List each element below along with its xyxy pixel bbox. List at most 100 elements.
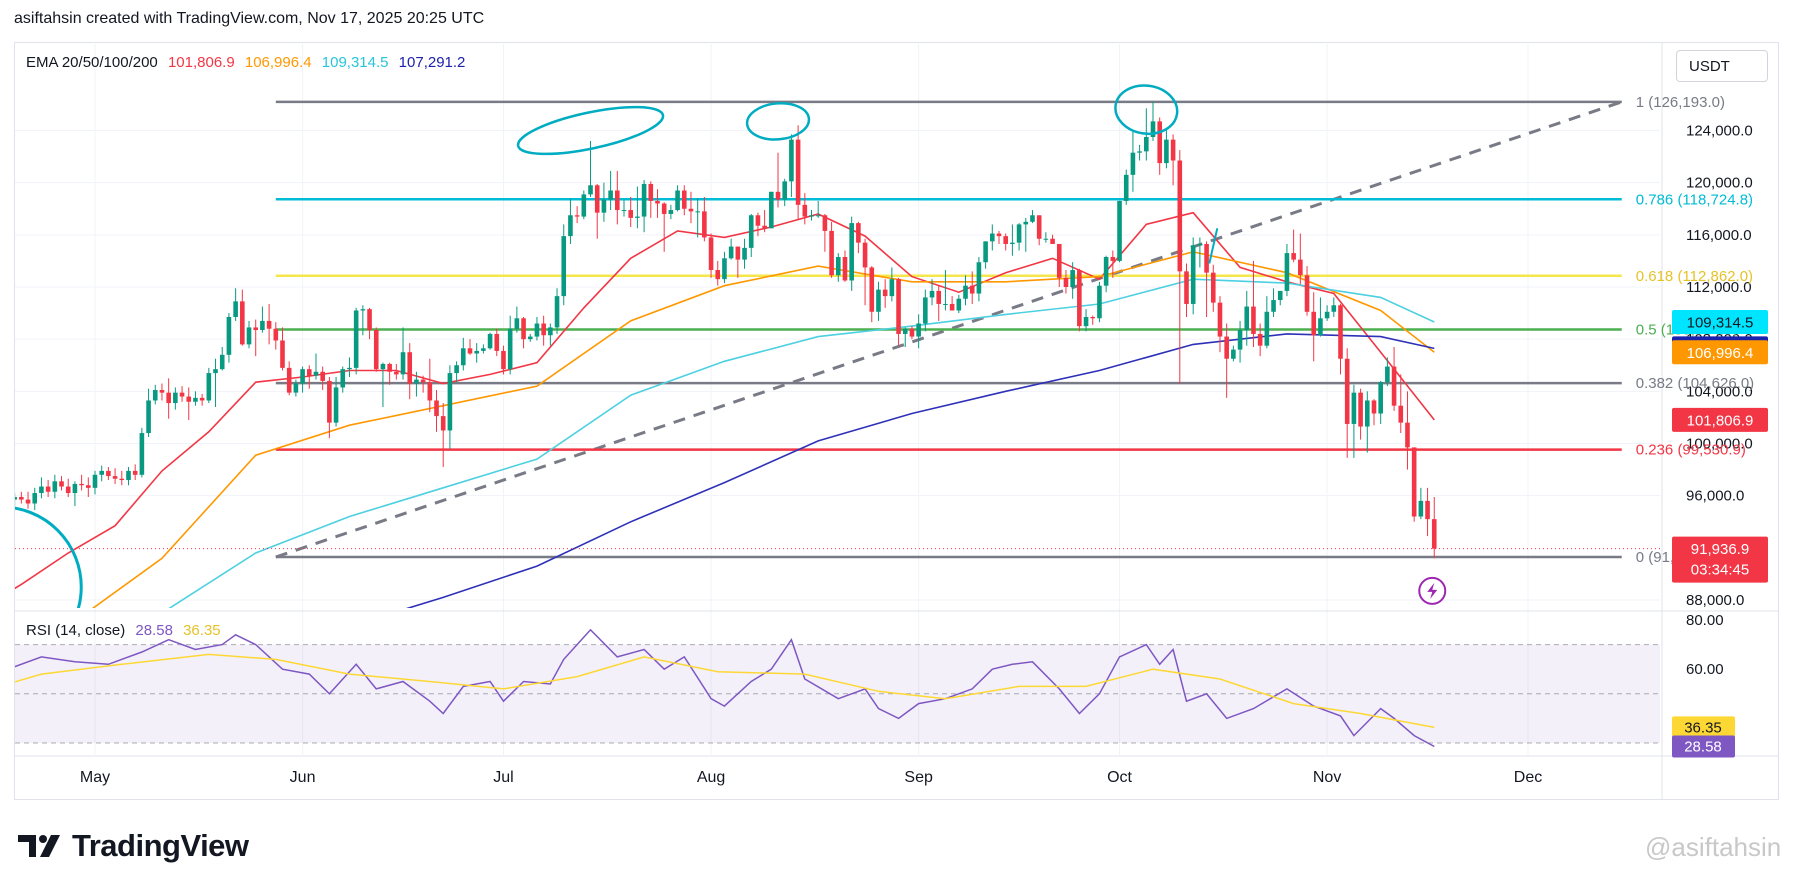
candle-body <box>1123 174 1129 201</box>
ema-100-value: 109,314.5 <box>321 54 389 71</box>
candle-body <box>199 397 205 401</box>
ema-line <box>91 250 1435 608</box>
candle-body <box>387 363 392 372</box>
candle-body <box>1063 277 1069 287</box>
candle-body <box>755 215 761 226</box>
ema-50-value: 106,996.4 <box>244 54 312 71</box>
candle-body <box>1251 306 1256 334</box>
candle-body <box>39 486 44 494</box>
candle-body <box>494 333 500 351</box>
candle-body <box>92 474 98 488</box>
candle-body <box>668 210 674 214</box>
candle-body <box>541 323 546 336</box>
candle-body <box>1090 316 1096 319</box>
candle-body <box>139 433 145 475</box>
price-axis-tick: 112,000.0 <box>1686 279 1752 296</box>
ema-20-value: 101,806.9 <box>167 54 235 71</box>
price-axis-tick: 120,000.0 <box>1686 175 1753 192</box>
candle-body <box>601 199 607 213</box>
candle-body <box>708 237 714 271</box>
candle-body <box>1177 160 1183 272</box>
candle-body <box>1217 302 1223 337</box>
candle-body <box>373 330 379 370</box>
candle-body <box>561 236 567 297</box>
candle-body <box>782 181 788 200</box>
candle-body <box>507 328 513 370</box>
candle-body <box>621 210 627 212</box>
candle-body <box>1056 243 1062 278</box>
rsi-legend[interactable]: RSI (14, close) 28.58 36.35 <box>26 622 227 639</box>
candle-body <box>32 493 38 504</box>
candle-body <box>126 470 131 481</box>
annotation-ellipse <box>516 105 665 156</box>
price-axis-badge <box>1672 340 1768 365</box>
candle-body <box>889 279 895 297</box>
candle-body <box>1164 139 1169 164</box>
candle-body <box>454 365 459 374</box>
candle-body <box>414 379 419 384</box>
candle-body <box>1385 366 1390 383</box>
candle-body <box>1344 358 1350 424</box>
candle-body <box>1097 285 1102 319</box>
price-axis-tick: 96,000.0 <box>1686 488 1744 505</box>
candle-body <box>266 320 272 329</box>
rsi-legend-label: RSI (14, close) <box>26 622 126 639</box>
candle-body <box>333 387 339 423</box>
candle-body <box>327 380 332 423</box>
candle-body <box>440 416 446 431</box>
candle-body <box>0 505 4 510</box>
candle-body <box>213 369 218 374</box>
candle-body <box>347 367 352 370</box>
candle-body <box>615 190 620 211</box>
candle-body <box>1418 500 1424 517</box>
candle-body <box>65 486 71 494</box>
candle-body <box>842 257 848 281</box>
rsi-ma-value: 36.35 <box>183 622 221 639</box>
price-axis-badge <box>1672 310 1768 335</box>
candle-body <box>173 392 178 404</box>
candle-body <box>1391 366 1397 406</box>
candle-body <box>809 215 814 217</box>
candle-body <box>45 486 51 492</box>
candle-body <box>748 215 754 248</box>
candle-body <box>132 470 138 475</box>
candle-body <box>608 190 613 200</box>
candle-body <box>1358 392 1363 427</box>
author-watermark: @asiftahsin <box>1645 832 1782 862</box>
candle-body <box>527 336 533 340</box>
candle-body <box>1398 405 1404 423</box>
rsi-axis-badge <box>1672 716 1735 739</box>
ema-line <box>168 278 1435 608</box>
ema-legend-label: EMA 20/50/100/200 <box>26 54 158 71</box>
candle-body <box>976 262 982 294</box>
candle-body <box>681 190 687 209</box>
annotation-tick <box>1208 228 1219 264</box>
candle-body <box>86 485 91 488</box>
time-axis-label: Aug <box>697 769 725 786</box>
candle-body <box>1144 137 1149 152</box>
candle-body <box>1197 243 1203 246</box>
candle-body <box>152 390 158 401</box>
tradingview-logo: TradingView <box>18 828 249 864</box>
candle-body <box>474 350 479 354</box>
candle-body <box>233 301 238 317</box>
candle-body <box>1204 243 1209 273</box>
candle-body <box>253 327 259 331</box>
candle-body <box>862 242 868 268</box>
candle-body <box>969 285 975 294</box>
candle-body <box>963 285 968 299</box>
ema-legend[interactable]: EMA 20/50/100/200 101,806.9 106,996.4 10… <box>26 54 471 71</box>
candle-body <box>300 369 305 384</box>
candle-body <box>293 383 299 393</box>
currency-selector[interactable]: USDT <box>1676 50 1768 82</box>
candle-body <box>775 191 781 200</box>
candle-body <box>1157 121 1163 164</box>
fib-level-label: 1 (126,193.0) <box>1636 94 1725 111</box>
candle-body <box>313 371 319 376</box>
candle-body <box>835 257 841 276</box>
candle-body <box>1231 349 1236 359</box>
candle-body <box>1190 245 1196 304</box>
candle-body <box>882 289 888 297</box>
candle-body <box>574 215 580 217</box>
